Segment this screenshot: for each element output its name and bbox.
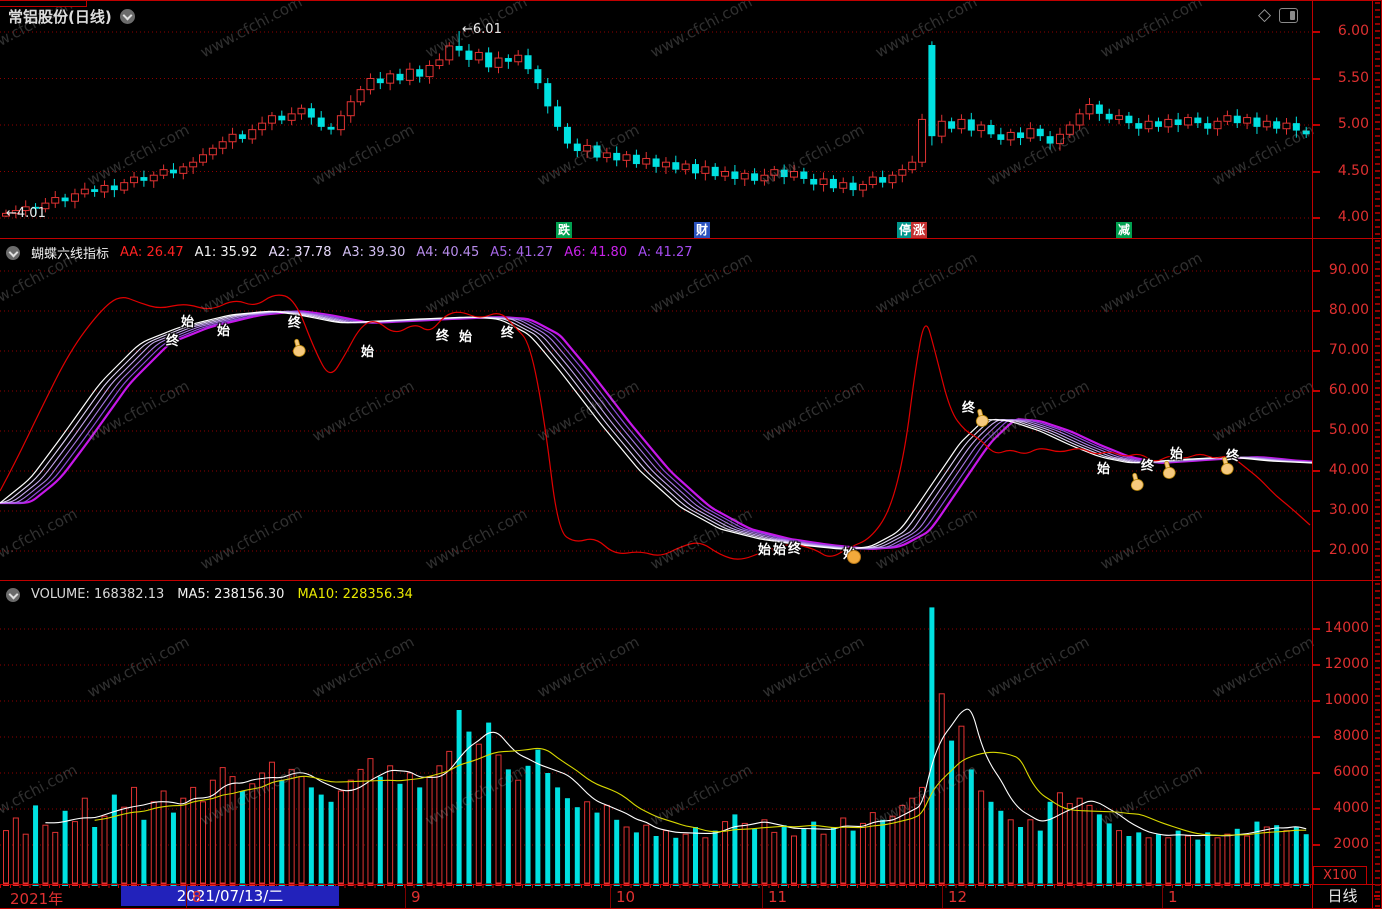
volume-values: VOLUME: 168382.13 MA5: 238156.30 MA10: 228… (31, 587, 413, 602)
corner-box (0, 0, 87, 7)
diamond-icon[interactable]: ◇ (1258, 5, 1272, 25)
axis-tick (1313, 772, 1320, 774)
indicator-name: 蝴蝶六线指标 (31, 247, 110, 262)
indicator-value: A5: 41.27 (490, 245, 554, 260)
axis-tick (1313, 700, 1320, 702)
volume-series (3, 607, 1310, 886)
price-axis-column: 6.00 5.50 5.00 4.50 4.00 90.00 80.00 70.00 60.00… (1312, 0, 1373, 909)
period-selector[interactable]: 日线 (1327, 887, 1358, 905)
chevron-down-icon[interactable] (119, 9, 135, 24)
axis-tick (1313, 808, 1320, 810)
timeline-year: 2021年 (10, 890, 64, 908)
indicator-value: A3: 39.30 (342, 245, 406, 260)
axis-label: 80.00 (1328, 302, 1369, 318)
stock-title: 常铝股份(日线) (8, 8, 112, 26)
month-label: 12 (948, 888, 968, 906)
axis-label: 6.00 (1337, 23, 1369, 39)
indicator-value: A4: 40.45 (416, 245, 480, 260)
axis-label: 14000 (1324, 620, 1369, 636)
volume-value: VOLUME: 168382.13 (31, 587, 165, 602)
axis-tick (1313, 664, 1320, 666)
axis-label: 90.00 (1328, 262, 1369, 278)
indicator-header: 蝴蝶六线指标 AA: 26.47 A1: 35.92 A2: 37.78 A3: 39… (6, 243, 693, 262)
axis-tick (1313, 270, 1320, 272)
volume-value: MA10: 228356.34 (297, 587, 413, 602)
month-label: 8 (192, 888, 202, 906)
indicator-value: A: 41.27 (638, 245, 693, 260)
month-label: 11 (768, 888, 788, 906)
ma5-line (45, 708, 1307, 837)
axis-label: 6000 (1333, 764, 1369, 780)
month-separator (762, 885, 763, 908)
period-dash (1374, 895, 1380, 897)
axis-label: 4.00 (1337, 209, 1369, 225)
indicator-values: AA: 26.47 A1: 35.92 A2: 37.78 A3: 39.30 A4: … (120, 245, 693, 260)
top-border (0, 0, 1382, 1)
timeline-bar[interactable]: 2021年 2021/07/13/二 8 9 10 11 12 1 (0, 885, 1312, 908)
axis-label: 8000 (1333, 728, 1369, 744)
axis-tick (1313, 844, 1320, 846)
indicator-value: A1: 35.92 (194, 245, 258, 260)
axis-tick (1313, 390, 1320, 392)
axis-label: 70.00 (1328, 342, 1369, 358)
month-separator (186, 885, 187, 908)
volume-value: MA5: 238156.30 (177, 587, 285, 602)
butterfly-band (0, 310, 1312, 550)
axis-label: 5.00 (1337, 116, 1369, 132)
axis-tick (1313, 350, 1320, 352)
panel-separator-2 (0, 580, 1382, 581)
axis-tick (1313, 736, 1320, 738)
scrollbar-ticks (1375, 2, 1380, 907)
right-scrollbar[interactable] (1372, 0, 1382, 909)
panel-separator-1 (0, 238, 1382, 239)
axis-label: 12000 (1324, 656, 1369, 672)
axis-label: 5.50 (1337, 69, 1369, 86)
axis-tick (1313, 124, 1320, 126)
axis-tick (1313, 628, 1320, 630)
axis-tick (1313, 510, 1320, 512)
volume-unit-box: X100 (1313, 866, 1367, 885)
aa-line (0, 294, 1311, 560)
axis-tick (1313, 470, 1320, 472)
month-label: 1 (1168, 888, 1178, 906)
axis-tick (1313, 217, 1320, 219)
split-panel-icon[interactable] (1279, 8, 1299, 23)
ma10-line (94, 747, 1307, 836)
axis-label: 50.00 (1328, 422, 1369, 438)
timeline-tickstrip (0, 884, 1312, 888)
indicator-value: A2: 37.78 (268, 245, 332, 260)
stock-title-bar[interactable]: 常铝股份(日线) (8, 6, 135, 27)
month-label: 10 (616, 888, 636, 906)
axis-label: 60.00 (1328, 382, 1369, 398)
axis-tick (1313, 430, 1320, 432)
axis-label: 40.00 (1328, 462, 1369, 478)
collapse-indicator-icon[interactable] (6, 245, 20, 260)
axis-tick (1313, 170, 1320, 173)
axis-label: 10000 (1324, 692, 1369, 708)
axis-tick (1313, 310, 1320, 312)
axis-tick (1313, 77, 1320, 80)
month-separator (610, 885, 611, 908)
axis-label: 4000 (1333, 800, 1369, 816)
axis-tick (1313, 550, 1320, 552)
month-separator (1162, 885, 1163, 908)
month-separator (405, 885, 406, 908)
axis-label: 20.00 (1328, 542, 1369, 558)
indicator-value: AA: 26.47 (120, 245, 184, 260)
volume-header: VOLUME: 168382.13 MA5: 238156.30 MA10: 228… (6, 587, 413, 602)
chart-canvas[interactable] (0, 0, 1312, 909)
axis-label: 30.00 (1328, 502, 1369, 518)
indicator-value: A6: 41.80 (564, 245, 628, 260)
axis-label: 4.50 (1337, 162, 1369, 179)
month-label: 9 (411, 888, 421, 906)
axis-label: 2000 (1333, 836, 1369, 852)
month-separator (942, 885, 943, 908)
axis-tick (1313, 31, 1320, 33)
collapse-volume-icon[interactable] (6, 587, 20, 602)
candlestick-series (2, 31, 1310, 219)
selected-date-box[interactable]: 2021/07/13/二 (121, 886, 339, 906)
